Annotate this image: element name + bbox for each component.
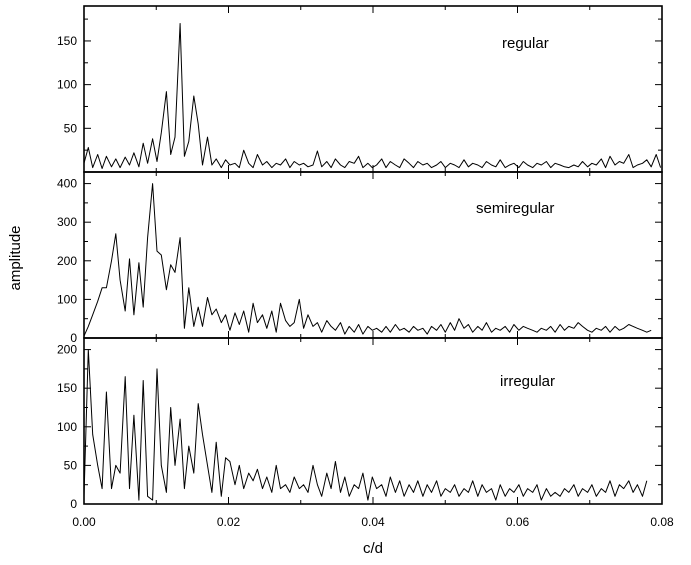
series-line-semiregular: [83, 183, 652, 337]
y-tick-label: 0: [70, 497, 77, 511]
panel-frame: [83, 5, 663, 173]
panel-regular: 50 100 150 regular: [57, 5, 663, 173]
panel-semiregular: 0 100 200 300 400 semiregular: [57, 171, 663, 345]
panel-label: regular: [502, 35, 549, 52]
y-tick-label: 150: [57, 34, 77, 48]
series-line-regular: [83, 23, 662, 169]
y-tick-label: 50: [64, 121, 78, 135]
y-tick-label: 100: [57, 78, 77, 92]
y-tick-label: 150: [57, 381, 77, 395]
y-tick-label: 50: [64, 458, 78, 472]
y-tick-label: 300: [57, 215, 77, 229]
y-tick-label: 100: [57, 420, 77, 434]
x-tick-label: 0.02: [217, 515, 241, 529]
x-tick-label: 0.08: [650, 515, 674, 529]
x-tick-label: 0.00: [72, 515, 96, 529]
y-tick-label: 200: [57, 254, 77, 268]
series-line-irregular: [83, 349, 648, 501]
y-tick-label: 0: [70, 331, 77, 345]
panel-label: semiregular: [476, 200, 554, 217]
y-tick-label: 400: [57, 177, 77, 191]
panel-label: irregular: [500, 373, 555, 390]
x-axis-label: c/d: [363, 540, 383, 557]
x-tick-label: 0.06: [506, 515, 530, 529]
panel-irregular: 0 50 100 150 200 irregular: [57, 337, 663, 511]
y-tick-label: 200: [57, 343, 77, 357]
y-tick-label: 100: [57, 292, 77, 306]
y-axis-label: amplitude: [7, 225, 24, 290]
x-tick-label: 0.04: [361, 515, 385, 529]
panel-frame: [83, 171, 663, 339]
